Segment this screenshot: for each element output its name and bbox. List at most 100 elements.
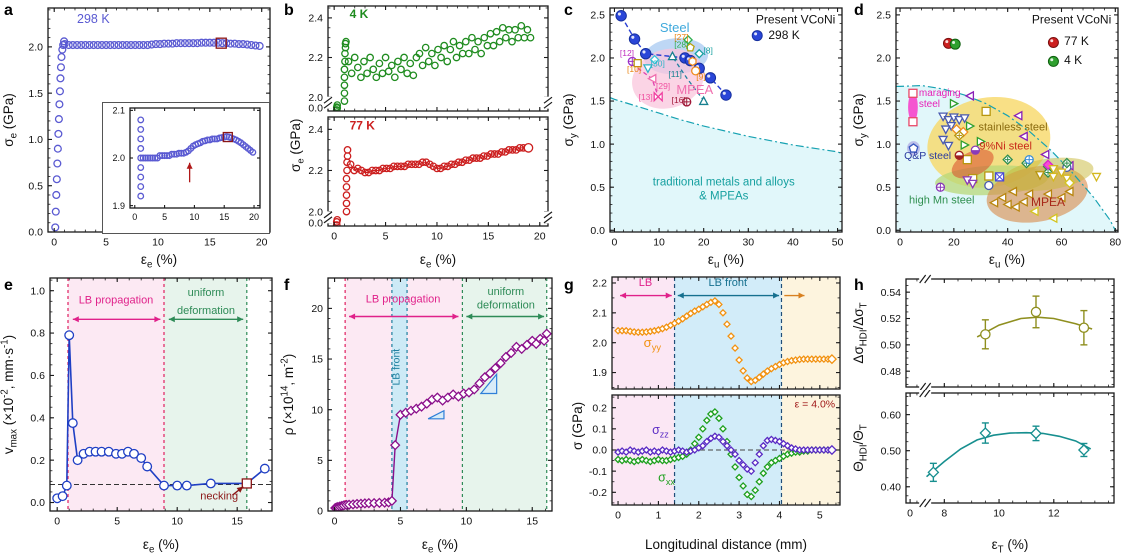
svg-text:0.52: 0.52 (881, 313, 902, 325)
svg-text:80: 80 (1109, 237, 1121, 249)
svg-text:5: 5 (383, 231, 389, 243)
svg-text:8: 8 (941, 508, 947, 520)
svg-text:77 K: 77 K (350, 118, 376, 132)
svg-text:LB propagation: LB propagation (366, 293, 441, 305)
svg-text:σy (GPa): σy (GPa) (561, 94, 580, 147)
svg-text:-0.1: -0.1 (589, 466, 607, 478)
svg-text:LB front: LB front (709, 277, 748, 289)
svg-text:1.5: 1.5 (590, 96, 605, 108)
svg-text:0: 0 (332, 516, 338, 528)
svg-text:0: 0 (317, 506, 323, 518)
svg-text:εT (%): εT (%) (992, 537, 1029, 555)
svg-text:15: 15 (231, 516, 243, 528)
svg-text:0.1: 0.1 (592, 424, 607, 436)
svg-text:2.2: 2.2 (592, 278, 607, 290)
svg-text:20: 20 (534, 231, 546, 243)
panel-letter-g: g (564, 277, 574, 294)
svg-text:15: 15 (526, 516, 538, 528)
svg-text:-0.2: -0.2 (589, 487, 607, 499)
svg-text:0.60: 0.60 (881, 409, 902, 421)
svg-text:LB: LB (639, 277, 652, 289)
svg-text:εu (%): εu (%) (708, 252, 744, 270)
panel-letter-b: b (284, 2, 294, 19)
svg-text:[28]: [28] (674, 40, 688, 50)
panel-c: Steel MPEA Present VCoNi 298 K traditional m… (560, 0, 850, 270)
svg-text:10: 10 (653, 237, 665, 249)
svg-text:5: 5 (317, 455, 323, 467)
svg-text:0.0: 0.0 (308, 103, 323, 114)
panel-e: LB propagation uniform deformation necking 0… (0, 270, 280, 555)
chart-hdi-hardening-ratio: 0 8 10 12 0.40 0.50 0.60 εT (%) ΘHDI/ΘT (851, 390, 1115, 555)
svg-text:εe (%): εe (%) (141, 252, 177, 270)
svg-text:2.4: 2.4 (308, 13, 323, 25)
chart-stress-profile-yy: LB LB front σyy 1.9 2.0 2.1 2.2 (592, 276, 841, 390)
svg-text:0.0: 0.0 (308, 218, 323, 230)
svg-text:0.0: 0.0 (590, 225, 605, 237)
svg-text:ΘHDI/ΘT: ΘHDI/ΘT (851, 424, 870, 472)
svg-text:0.5: 0.5 (590, 182, 605, 194)
panel-letter-a: a (4, 2, 13, 19)
svg-text:0.8: 0.8 (30, 328, 45, 340)
svg-text:[30]: [30] (651, 59, 665, 69)
chart-stress-strain-4K: 4 K 0.02.0 2.2 2.4 (308, 5, 553, 114)
svg-text:5: 5 (103, 237, 109, 249)
panel-b: 4 K 0.0 2.0 2.2 2.4 77 K 0 5 10 15 20 0.0 2.0 2.2 2.4… (280, 0, 560, 270)
svg-text:40: 40 (787, 237, 799, 249)
svg-text:Longitudinal distance (mm): Longitudinal distance (mm) (645, 537, 807, 552)
panel-a: 298 K 0 5 10 15 20 0.0 0.5 1.0 1.5 2.0 εe (%) σe (GP… (0, 0, 280, 270)
chart-hdi-stress-ratio: 0.48 0.50 0.52 0.54 ΔσHDI/ΔσT (851, 274, 1115, 390)
svg-text:[27]: [27] (674, 32, 688, 42)
svg-text:deformation: deformation (477, 299, 535, 311)
svg-text:σe (GPa): σe (GPa) (1, 93, 20, 147)
svg-text:LB propagation: LB propagation (79, 294, 154, 306)
svg-text:εu (%): εu (%) (989, 252, 1025, 270)
svg-text:30: 30 (742, 237, 754, 249)
svg-text:10: 10 (993, 508, 1005, 520)
svg-text:5: 5 (398, 516, 404, 528)
svg-text:maraging: maraging (919, 88, 961, 99)
svg-text:vmax (×10-2, mm·s-1): vmax (×10-2, mm·s-1) (0, 335, 20, 454)
svg-text:9%Ni steel: 9%Ni steel (979, 140, 1032, 152)
svg-text:0.2: 0.2 (592, 402, 607, 414)
svg-text:1.0: 1.0 (590, 139, 605, 151)
svg-text:20: 20 (249, 212, 259, 222)
svg-text:2.0: 2.0 (112, 153, 125, 163)
svg-text:[8]: [8] (703, 46, 712, 56)
svg-text:necking: necking (200, 490, 238, 502)
svg-text:0: 0 (897, 237, 903, 249)
svg-text:5: 5 (817, 510, 823, 522)
svg-text:10: 10 (431, 231, 443, 243)
svg-text:4 K: 4 K (350, 7, 369, 21)
svg-text:[10]: [10] (627, 64, 641, 74)
svg-text:10: 10 (152, 237, 164, 249)
svg-text:[29]: [29] (656, 81, 670, 91)
svg-text:5: 5 (114, 516, 120, 528)
svg-text:2.0: 2.0 (590, 53, 605, 65)
svg-text:MPEA: MPEA (1031, 195, 1065, 209)
svg-text:20: 20 (256, 237, 268, 249)
panel-letter-e: e (4, 277, 13, 294)
ylabel-b: σe (GPa) (288, 118, 307, 172)
svg-text:2.0: 2.0 (592, 337, 607, 349)
svg-text:[12]: [12] (620, 48, 634, 58)
chart-inset-298K: 0 5 10 15 20 1.9 2.0 2.1 (112, 106, 261, 222)
svg-text:2.5: 2.5 (876, 10, 891, 22)
svg-text:1.0: 1.0 (876, 139, 891, 151)
svg-text:steel: steel (919, 99, 940, 110)
panel-h: 0.48 0.50 0.52 0.54 ΔσHDI/ΔσT 0 8 10 12 0.40 0.50… (850, 270, 1126, 555)
svg-text:15: 15 (219, 212, 229, 222)
svg-text:Steel: Steel (660, 20, 690, 35)
svg-text:10: 10 (189, 212, 199, 222)
svg-text:εe (%): εe (%) (420, 252, 456, 270)
svg-text:stainless steel: stainless steel (979, 121, 1048, 133)
svg-text:1.9: 1.9 (592, 367, 607, 379)
svg-text:3: 3 (736, 510, 742, 522)
svg-text:77 K: 77 K (1064, 34, 1089, 48)
svg-text:Present VCoNi: Present VCoNi (756, 13, 835, 27)
panel-d: Present VCoNi 77 K 4 K maraging steel stainle… (850, 0, 1126, 270)
svg-text:15: 15 (311, 354, 323, 366)
svg-text:0: 0 (615, 510, 621, 522)
svg-text:σzz: σzz (652, 423, 669, 439)
